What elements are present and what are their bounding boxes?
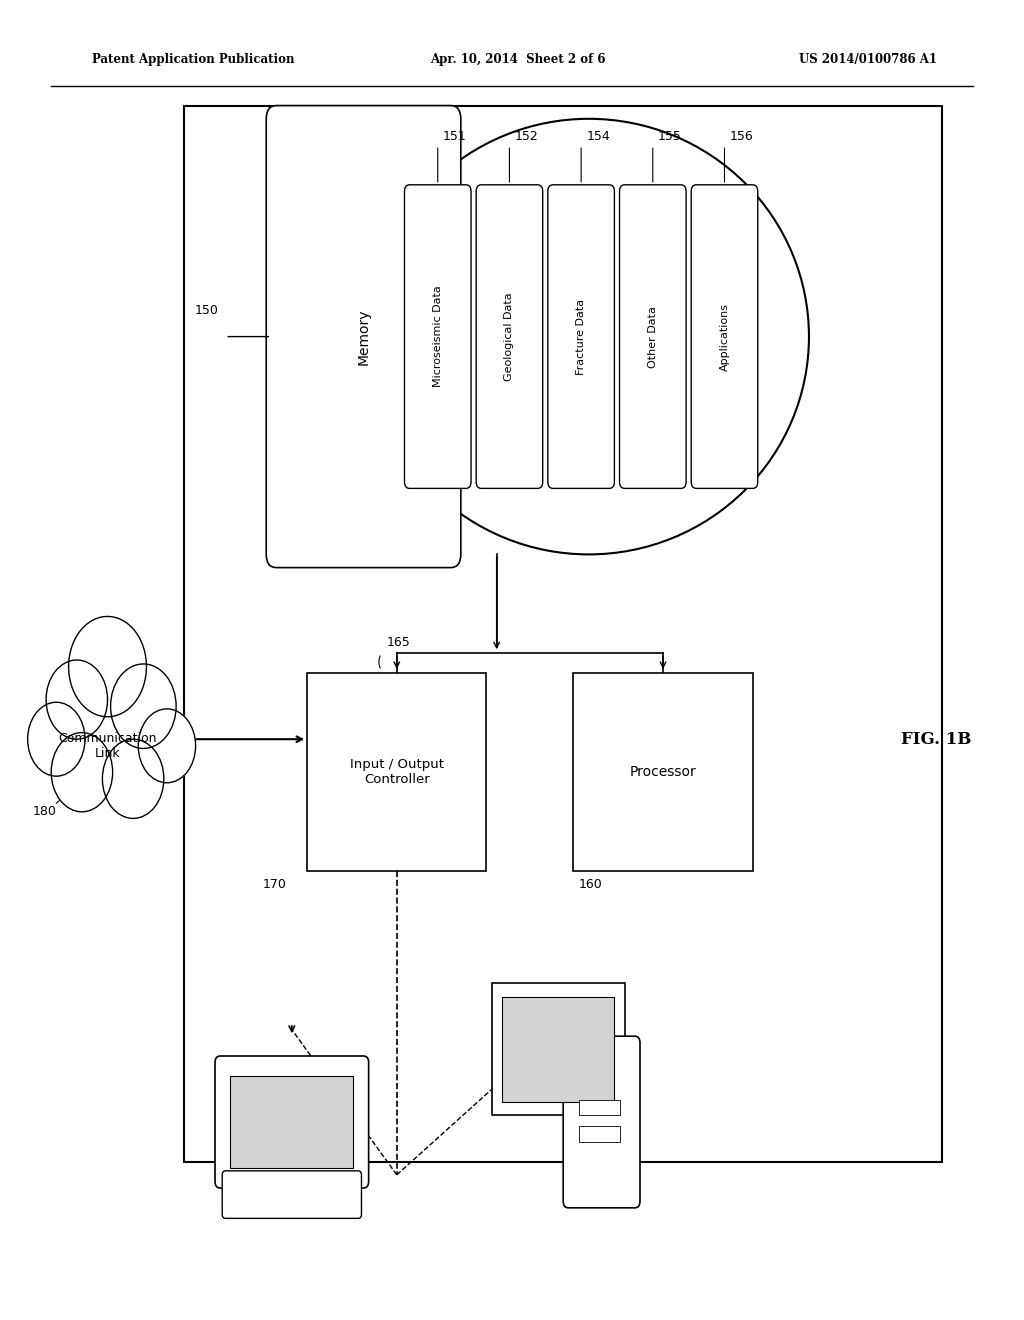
Ellipse shape bbox=[369, 119, 809, 554]
FancyBboxPatch shape bbox=[691, 185, 758, 488]
FancyBboxPatch shape bbox=[620, 185, 686, 488]
Text: Apr. 10, 2014  Sheet 2 of 6: Apr. 10, 2014 Sheet 2 of 6 bbox=[430, 53, 605, 66]
Text: 165: 165 bbox=[386, 636, 411, 649]
Text: Patent Application Publication: Patent Application Publication bbox=[92, 53, 295, 66]
FancyBboxPatch shape bbox=[222, 1171, 361, 1218]
Text: 154: 154 bbox=[586, 129, 610, 143]
Text: Fracture Data: Fracture Data bbox=[577, 298, 586, 375]
Text: Input / Output
Controller: Input / Output Controller bbox=[350, 758, 443, 787]
FancyBboxPatch shape bbox=[563, 1036, 640, 1208]
Text: FIG. 1B: FIG. 1B bbox=[901, 731, 972, 747]
Circle shape bbox=[46, 660, 108, 739]
Text: 152: 152 bbox=[514, 129, 539, 143]
FancyBboxPatch shape bbox=[492, 983, 625, 1115]
Circle shape bbox=[111, 664, 176, 748]
Text: 156: 156 bbox=[729, 129, 754, 143]
Text: US 2014/0100786 A1: US 2014/0100786 A1 bbox=[799, 53, 937, 66]
Text: Geological Data: Geological Data bbox=[505, 292, 514, 381]
FancyBboxPatch shape bbox=[573, 673, 753, 871]
FancyBboxPatch shape bbox=[230, 1076, 353, 1168]
Text: Processor: Processor bbox=[630, 766, 696, 779]
Text: 180: 180 bbox=[33, 805, 56, 818]
FancyBboxPatch shape bbox=[404, 185, 471, 488]
Text: Memory: Memory bbox=[356, 309, 371, 364]
FancyBboxPatch shape bbox=[476, 185, 543, 488]
Text: Communication
Link: Communication Link bbox=[58, 731, 157, 760]
Circle shape bbox=[69, 616, 146, 717]
Text: Microseismic Data: Microseismic Data bbox=[433, 285, 442, 388]
Circle shape bbox=[51, 733, 113, 812]
Text: 155: 155 bbox=[657, 129, 682, 143]
FancyBboxPatch shape bbox=[215, 1056, 369, 1188]
FancyBboxPatch shape bbox=[579, 1126, 620, 1142]
FancyBboxPatch shape bbox=[579, 1100, 620, 1115]
Text: Other Data: Other Data bbox=[648, 306, 657, 367]
FancyBboxPatch shape bbox=[502, 997, 614, 1102]
FancyBboxPatch shape bbox=[266, 106, 461, 568]
FancyBboxPatch shape bbox=[307, 673, 486, 871]
Text: Applications: Applications bbox=[720, 302, 729, 371]
Text: 150: 150 bbox=[195, 304, 218, 317]
Text: 175: 175 bbox=[302, 1201, 326, 1214]
Text: 151: 151 bbox=[443, 129, 467, 143]
Circle shape bbox=[138, 709, 196, 783]
Text: 110: 110 bbox=[614, 1195, 638, 1208]
FancyBboxPatch shape bbox=[184, 106, 942, 1162]
Text: 170: 170 bbox=[263, 878, 287, 891]
Text: 160: 160 bbox=[579, 878, 602, 891]
Circle shape bbox=[102, 739, 164, 818]
Circle shape bbox=[28, 702, 85, 776]
FancyBboxPatch shape bbox=[548, 185, 614, 488]
